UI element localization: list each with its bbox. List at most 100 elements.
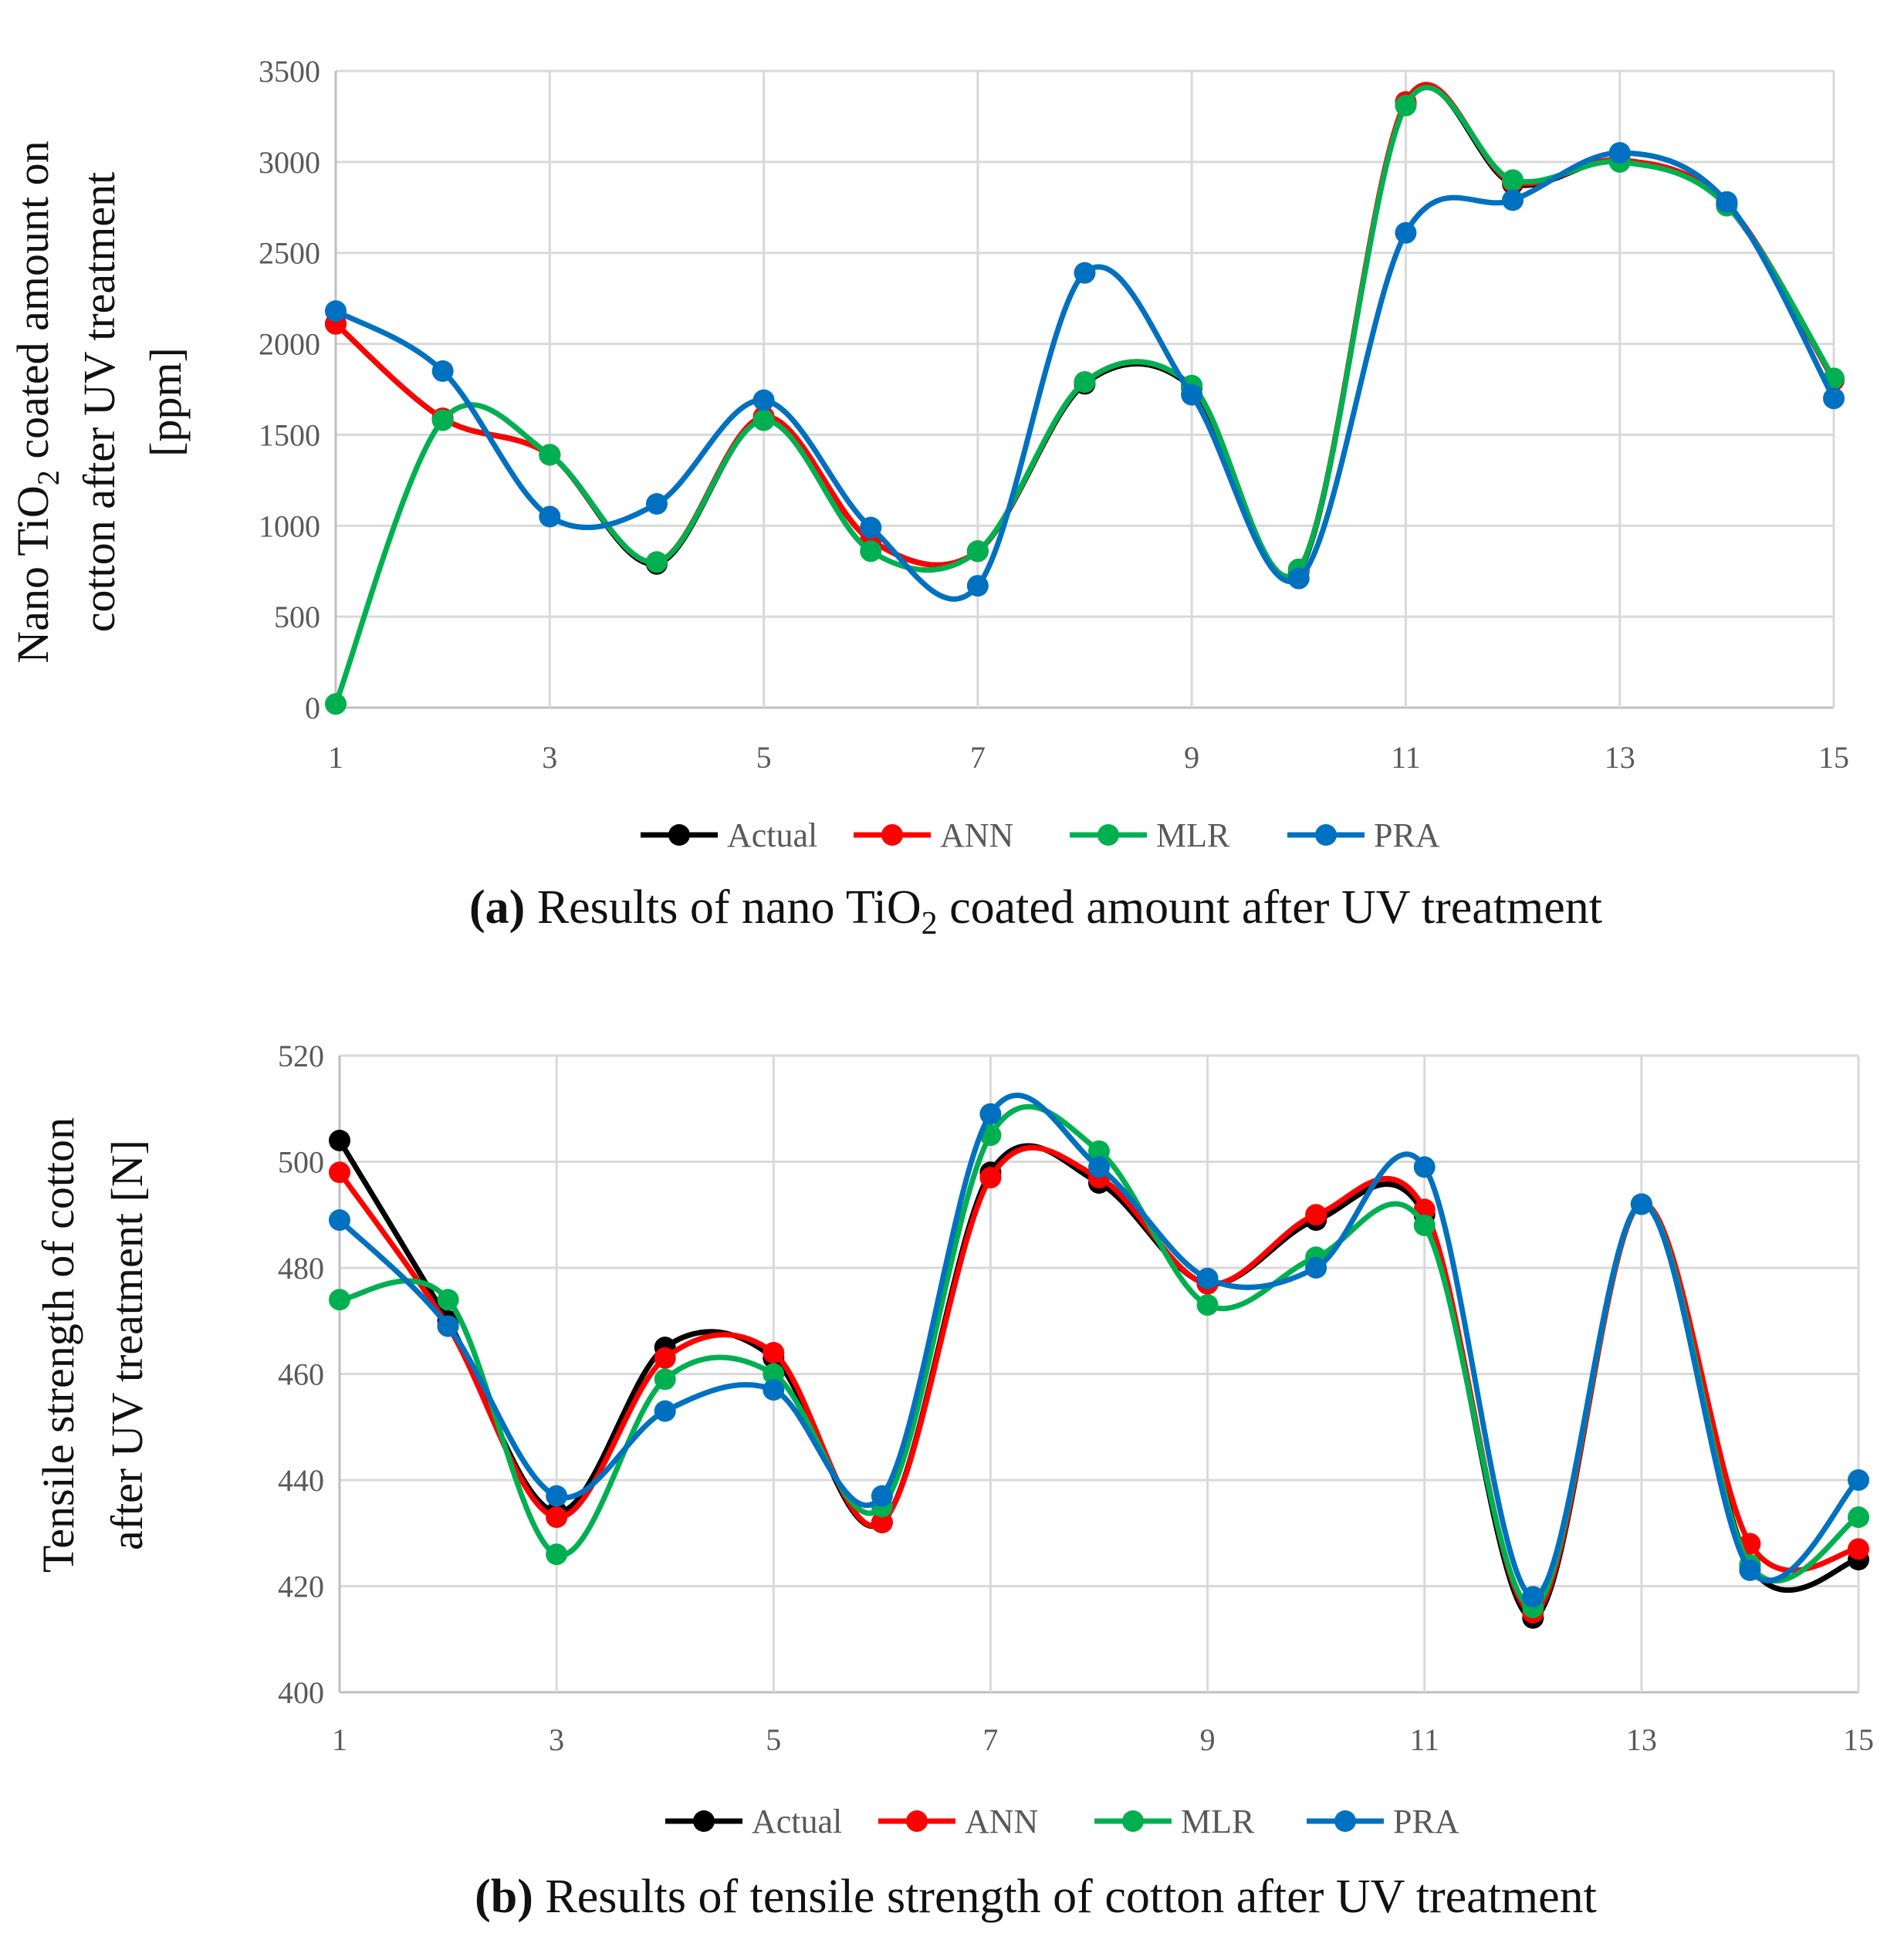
chart-a-x-tick-labels: 1 3 5 7 9 11 13 15 xyxy=(328,740,1849,775)
chart-b-point-pra xyxy=(437,1315,459,1337)
chart-b-point-mlr xyxy=(329,1289,350,1311)
chart-a-y-tick-labels: 0 500 1000 1500 2000 2500 3000 3500 xyxy=(259,54,320,725)
chart-a-point-pra xyxy=(1716,191,1738,213)
chart-a-point-pra xyxy=(860,516,882,539)
chart-b-y-tick-label: 460 xyxy=(278,1357,324,1392)
chart-b-x-tick-label: 11 xyxy=(1409,1722,1439,1757)
chart-b-legend-marker-mlr xyxy=(1122,1810,1144,1832)
chart-a-y-tick-label: 0 xyxy=(305,691,320,725)
chart-b-point-pra xyxy=(1630,1193,1652,1215)
chart-b-legend-label-actual: Actual xyxy=(752,1803,842,1840)
chart-b-point-pra xyxy=(1088,1156,1110,1178)
chart-b-point-pra xyxy=(1522,1586,1544,1608)
chart-a-y-axis-label: Nano TiO2 coated amount on xyxy=(8,140,66,663)
chart-a-x-tick-label: 13 xyxy=(1605,740,1635,775)
chart-b-x-tick-label: 7 xyxy=(982,1722,998,1757)
chart-b-point-pra xyxy=(1739,1559,1761,1581)
chart-b-point-pra xyxy=(546,1485,568,1507)
chart-a-point-pra xyxy=(1287,567,1310,590)
chart-b-y-tick-label: 520 xyxy=(278,1039,324,1073)
chart-b-legend-label-pra: PRA xyxy=(1393,1803,1459,1840)
chart-b-y-tick-labels: 400 420 440 460 480 500 520 xyxy=(278,1039,324,1710)
chart-b-y-tick-label: 500 xyxy=(278,1145,324,1180)
chart-a-line-ann xyxy=(333,82,1837,580)
chart-a-point-mlr xyxy=(325,693,347,715)
chart-b-point-ann xyxy=(1305,1204,1327,1226)
chart-a-y-tick-label: 3000 xyxy=(259,145,320,180)
chart-b-point-pra xyxy=(871,1485,893,1507)
chart-b-legend-item-ann: ANN xyxy=(878,1803,1038,1840)
chart-a-y-tick-label: 2000 xyxy=(259,327,320,362)
chart-b-point-pra xyxy=(979,1103,1002,1125)
chart-a-point-mlr xyxy=(860,540,882,563)
chart-a-caption: (a) Results of nano TiO2 coated amount a… xyxy=(469,881,1602,941)
chart-b-y-tick-label: 480 xyxy=(278,1251,324,1286)
chart-b-y-tick-label: 400 xyxy=(278,1675,324,1710)
chart-b-point-mlr xyxy=(1848,1506,1869,1529)
chart-b-point-mlr xyxy=(546,1543,568,1566)
chart-a-legend-marker-ann xyxy=(881,824,903,846)
chart-a-legend-marker-mlr xyxy=(1097,824,1119,846)
chart-a-point-pra xyxy=(325,300,347,323)
chart-b-point-pra xyxy=(1305,1257,1327,1279)
chart-b-y-tick-label: 440 xyxy=(278,1463,324,1498)
chart-a-point-mlr xyxy=(1502,169,1524,191)
chart-a-point-pra xyxy=(431,360,454,382)
chart-a-legend-marker-actual xyxy=(668,824,690,846)
chart-b-point-pra xyxy=(763,1379,785,1401)
chart-b-point-pra xyxy=(654,1400,676,1422)
chart-a-point-mlr xyxy=(539,444,561,466)
chart-a-point-pra xyxy=(1502,189,1524,211)
chart-a-line-pra xyxy=(333,150,1837,602)
chart-b-x-tick-label: 13 xyxy=(1626,1722,1657,1757)
chart-b-point-ann xyxy=(654,1347,676,1369)
chart-a-point-pra xyxy=(539,505,561,528)
chart-b-x-tick-label: 15 xyxy=(1843,1722,1874,1757)
chart-a-point-mlr xyxy=(431,409,454,431)
chart-b-point-pra xyxy=(1413,1156,1436,1178)
chart-a-y-axis-label-line3: [ppm] xyxy=(140,347,191,457)
chart-a-series-mlr xyxy=(325,85,1845,715)
chart-a-x-tick-label: 15 xyxy=(1818,740,1849,775)
chart-a-y-tick-label: 2500 xyxy=(259,236,320,271)
chart-b-point-mlr xyxy=(1413,1215,1436,1236)
chart-a-x-tick-label: 5 xyxy=(756,740,772,775)
chart-b-y-axis-label: Tensile strength of cotton xyxy=(33,1117,83,1573)
chart-a-point-mlr xyxy=(645,551,668,573)
chart-a-legend-label-mlr: MLR xyxy=(1156,816,1230,854)
chart-b-legend-item-pra: PRA xyxy=(1307,1803,1459,1840)
chart-a-point-mlr xyxy=(1395,94,1417,117)
chart-a-x-tick-label: 1 xyxy=(328,740,343,775)
chart-b-point-ann xyxy=(979,1167,1002,1189)
chart-b-legend-marker-actual xyxy=(693,1810,715,1832)
chart-a-legend-marker-pra xyxy=(1315,824,1337,846)
chart-b-point-ann xyxy=(763,1342,785,1364)
chart-b-point-ann xyxy=(546,1506,568,1529)
chart-a-x-tick-label: 11 xyxy=(1391,740,1421,775)
chart-b-point-actual xyxy=(329,1130,350,1151)
chart-a-y-tick-label: 1500 xyxy=(259,417,320,452)
chart-a-point-pra xyxy=(645,493,668,515)
chart-b-legend-marker-pra xyxy=(1334,1810,1356,1832)
chart-a-series xyxy=(325,82,1845,715)
chart-b-point-mlr xyxy=(437,1289,459,1311)
chart-b-series xyxy=(329,1092,1869,1629)
chart-a-point-pra xyxy=(1608,142,1631,164)
chart-a-y-axis-label-line2: cotton after UV treatment xyxy=(74,172,124,632)
chart-b-point-ann xyxy=(871,1512,893,1533)
chart-b-y-tick-label: 420 xyxy=(278,1570,324,1604)
chart-b-x-tick-label: 5 xyxy=(766,1722,781,1757)
chart-a-point-pra xyxy=(1181,384,1203,406)
chart-a-y-tick-label: 1000 xyxy=(259,509,320,543)
chart-a-line-mlr xyxy=(333,85,1837,707)
chart-a-series-pra xyxy=(325,142,1845,602)
chart-a-point-mlr xyxy=(752,409,775,431)
chart-a-point-pra xyxy=(1395,221,1417,244)
chart-b-x-tick-label: 9 xyxy=(1200,1722,1216,1757)
chart-b-caption: (b) Results of tensile strength of cotto… xyxy=(475,1871,1597,1923)
chart-b-legend-item-actual: Actual xyxy=(665,1803,842,1840)
chart-a-point-pra xyxy=(752,389,775,411)
chart-b-point-mlr xyxy=(763,1363,785,1385)
chart-a-y-tick-label: 3500 xyxy=(259,54,320,89)
